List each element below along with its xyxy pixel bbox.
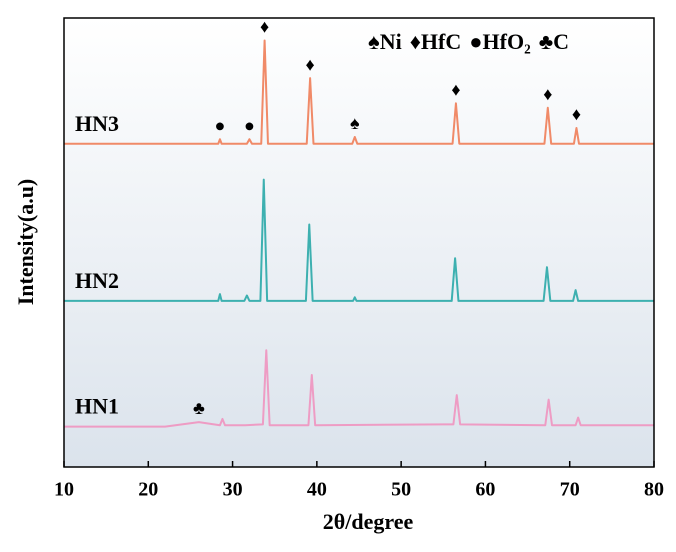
spectrum-line (64, 39, 654, 145)
plot-area (64, 18, 654, 467)
x-tick-label: 20 (138, 479, 158, 501)
x-tick-label: 30 (223, 479, 243, 501)
peak-marker: ♦ (260, 17, 269, 37)
peak-marker: ♦ (451, 79, 460, 99)
y-axis-label: Intensity(a.u) (13, 179, 38, 306)
peak-marker: ♦ (306, 54, 315, 74)
peak-marker: ● (244, 115, 255, 135)
legend-entry: ●HfO₂ (469, 29, 531, 54)
peak-marker: ♠ (350, 113, 360, 133)
legend-entry: ♣C (539, 29, 569, 54)
series-label: HN2 (75, 268, 119, 293)
peak-marker: ♦ (572, 104, 581, 124)
plot-frame (63, 17, 655, 468)
x-tick-label: 50 (391, 479, 411, 501)
spectrum-line (64, 349, 654, 428)
legend-entry: ♦HfC (410, 29, 462, 54)
x-tick-label: 70 (560, 479, 580, 501)
x-tick-label: 10 (54, 479, 74, 501)
x-tick-label: 80 (644, 479, 664, 501)
x-tick-label: 60 (475, 479, 495, 501)
series-label: HN1 (75, 394, 119, 419)
spectrum-line (64, 178, 654, 302)
peak-marker: ♦ (543, 84, 552, 104)
peak-marker: ♣ (193, 398, 205, 418)
series-label: HN3 (75, 111, 119, 136)
x-tick-label: 40 (307, 479, 327, 501)
peak-marker: ● (214, 115, 225, 135)
x-axis-label: 2θ/degree (323, 509, 414, 534)
legend-entry: ♠Ni (368, 29, 402, 54)
